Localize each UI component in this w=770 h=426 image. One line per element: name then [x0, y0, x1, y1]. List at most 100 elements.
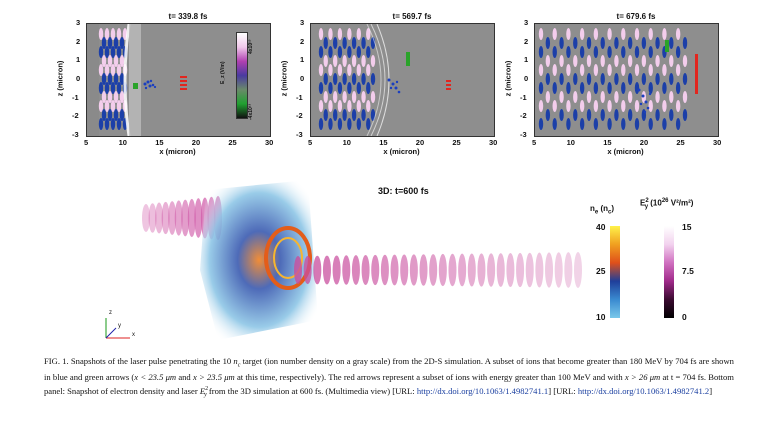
laser-wavefront — [607, 118, 612, 130]
laser-wavefront — [552, 100, 557, 112]
laser-wavefront — [559, 37, 564, 49]
laser-wavefront — [113, 55, 119, 67]
panel-1-ytick: -1 — [72, 92, 79, 102]
panel-3-field — [538, 28, 698, 130]
laser-wavefront — [545, 37, 551, 49]
laser-wavefront — [538, 100, 544, 112]
laser-wavefront — [347, 64, 352, 76]
inset-colorbar — [236, 32, 248, 119]
pulse-disk — [496, 253, 505, 287]
laser-wavefront — [101, 73, 107, 85]
caption-text-2: target (ion number density on a gray sca… — [44, 356, 734, 383]
ey-label-main: E — [640, 198, 646, 208]
laser-wavefront — [566, 118, 571, 130]
laser-wavefront — [552, 118, 557, 130]
pulse-disk — [448, 253, 457, 287]
laser-wavefront — [600, 91, 605, 103]
laser-wavefront — [323, 73, 328, 85]
laser-wavefront — [586, 73, 592, 85]
pulse-disk — [516, 252, 525, 288]
laser-wavefront — [614, 91, 619, 103]
panel-3-xtick: 5 — [532, 138, 537, 147]
laser-wavefront — [593, 100, 599, 112]
laser-wavefront — [119, 73, 125, 85]
laser-wavefront — [366, 118, 371, 130]
laser-wavefront — [337, 28, 343, 40]
panel-3-ytick: -2 — [520, 111, 527, 121]
laser-wavefront — [607, 28, 612, 40]
laser-wavefront — [634, 100, 640, 112]
laser-wavefront — [104, 46, 110, 58]
panel-3-title: t= 679.6 fs — [616, 12, 656, 21]
laser-wavefront — [337, 118, 343, 130]
laser-wavefront — [566, 46, 571, 58]
laser-wavefront — [323, 37, 328, 49]
panel-1-ylabel: z (micron) — [55, 60, 65, 97]
caption-ey-sub: y — [204, 392, 207, 399]
laser-wavefront — [593, 82, 599, 94]
laser-wavefront — [361, 91, 366, 103]
pulse-disk — [487, 253, 496, 287]
panel-1-ytick: -3 — [72, 130, 79, 139]
laser-wavefront — [655, 73, 660, 85]
panel-2-xtick: 25 — [452, 138, 461, 147]
laser-wavefront — [98, 100, 104, 112]
laser-wavefront — [655, 37, 660, 49]
panel-2-xtick: 20 — [415, 138, 425, 147]
laser-wavefront — [101, 37, 107, 49]
laser-wavefront — [621, 64, 626, 76]
laser-wavefront — [110, 64, 116, 76]
ne-tick-10: 10 — [596, 312, 606, 322]
figure-caption: FIG. 1. Snapshots of the laser pulse pen… — [44, 356, 734, 402]
inset-colorbar-label: E_z (V/m) — [220, 61, 226, 84]
inset-colorbar-bottom: -4x10¹³ — [248, 103, 254, 120]
laser-wavefront — [648, 28, 653, 40]
laser-wavefront — [573, 73, 578, 85]
laser-wavefront — [552, 82, 557, 94]
laser-wavefront — [356, 118, 362, 130]
laser-wavefront — [675, 28, 681, 40]
pulse-disk — [564, 252, 573, 288]
caption-text-10: ] [URL: — [548, 385, 578, 396]
ey-label-sub: y — [644, 204, 649, 211]
panel-1-xlabel: x (micron) — [159, 147, 196, 156]
pulse-disk — [390, 254, 399, 286]
laser-wavefront — [655, 55, 660, 67]
laser-wavefront — [573, 55, 578, 67]
caption-url-2[interactable]: http://dx.doi.org/10.1063/1.4982741.2 — [577, 385, 710, 396]
panel-3-red-ions — [695, 54, 698, 94]
laser-wavefront — [113, 73, 119, 85]
laser-wavefront — [366, 46, 371, 58]
panel-1-xtick: 15 — [155, 138, 164, 147]
laser-wavefront — [579, 64, 585, 76]
laser-wavefront — [351, 73, 357, 85]
panel-3-xtick: 25 — [676, 138, 685, 147]
laser-wavefront — [538, 28, 544, 40]
laser-wavefront — [655, 109, 660, 121]
laser-wavefront — [113, 109, 119, 121]
caption-text-9: from the 3D simulation at 600 fs. (Multi… — [206, 385, 417, 396]
laser-wavefront — [634, 118, 640, 130]
laser-wavefront — [648, 118, 653, 130]
laser-wavefront — [669, 37, 674, 49]
pulse-disk — [148, 203, 157, 233]
laser-wavefront — [361, 109, 366, 121]
laser-wavefront — [552, 64, 557, 76]
panel-1-xtick: 5 — [84, 138, 89, 147]
laser-wavefront — [662, 28, 667, 40]
laser-wavefront — [351, 91, 357, 103]
laser-wavefront — [119, 91, 125, 103]
pulse-disk — [574, 252, 582, 288]
caption-text-6: at this time, respectively). The red arr… — [234, 372, 625, 383]
laser-wavefront — [98, 64, 104, 76]
laser-wavefront — [113, 37, 119, 49]
panel-2-field — [318, 24, 451, 136]
laser-wavefront — [600, 73, 605, 85]
ey-label-unit: (10 — [648, 198, 662, 208]
laser-wavefront — [559, 109, 564, 121]
laser-wavefront — [586, 91, 592, 103]
caption-url-1[interactable]: http://dx.doi.org/10.1063/1.4982741.1 — [416, 385, 549, 396]
laser-wavefront — [662, 118, 667, 130]
laser-wavefront — [370, 55, 376, 67]
panel-3-xtick: 20 — [639, 138, 649, 147]
